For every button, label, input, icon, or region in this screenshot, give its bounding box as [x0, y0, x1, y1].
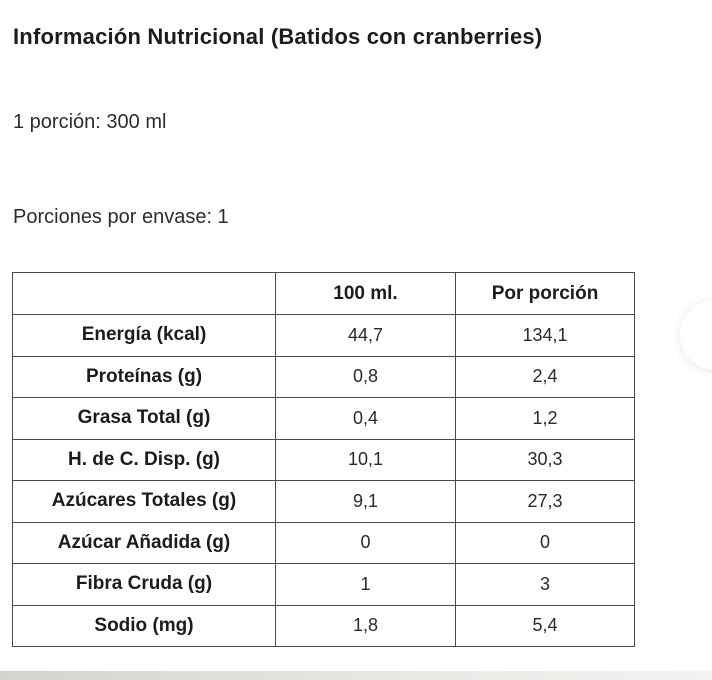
nutrient-label: Grasa Total (g) — [12, 397, 276, 440]
nutrient-label: Proteínas (g) — [12, 355, 276, 398]
nutrient-label: Azúcares Totales (g) — [12, 480, 276, 523]
value-per-portion: 27,3 — [455, 480, 635, 523]
portion-size-text: 1 porción: 300 ml — [13, 111, 167, 133]
value-per-100ml: 1 — [275, 563, 456, 606]
value-per-portion: 0 — [455, 521, 635, 564]
table-row: Azúcares Totales (g) 9,1 27,3 — [12, 480, 635, 523]
value-per-100ml: 10,1 — [275, 438, 456, 481]
table-row: H. de C. Disp. (g) 10,1 30,3 — [12, 438, 635, 481]
value-per-portion: 1,2 — [455, 397, 635, 440]
value-per-portion: 30,3 — [455, 438, 635, 481]
nutrition-facts-table: 100 ml. Por porción Energía (kcal) 44,7 … — [12, 272, 635, 647]
value-per-portion: 3 — [455, 563, 635, 606]
table-row: Azúcar Añadida (g) 0 0 — [12, 521, 635, 564]
table-row: Energía (kcal) 44,7 134,1 — [12, 314, 635, 357]
table-header-row: 100 ml. Por porción — [12, 272, 635, 315]
table-row: Sodio (mg) 1,8 5,4 — [12, 604, 635, 647]
page-title: Información Nutricional (Batidos con cra… — [13, 23, 543, 49]
nutrient-label: Sodio (mg) — [12, 604, 276, 647]
nutrient-label: Azúcar Añadida (g) — [12, 521, 276, 564]
value-per-100ml: 0,8 — [275, 355, 456, 398]
column-header-empty — [12, 272, 276, 315]
value-per-portion: 2,4 — [455, 355, 635, 398]
nutrient-label: Fibra Cruda (g) — [12, 563, 276, 606]
value-per-100ml: 0 — [275, 521, 456, 564]
column-header-per-portion: Por porción — [455, 272, 635, 315]
value-per-100ml: 44,7 — [275, 314, 456, 357]
page-bottom-edge — [0, 671, 712, 680]
table-row: Proteínas (g) 0,8 2,4 — [12, 355, 635, 398]
value-per-portion: 5,4 — [455, 604, 635, 647]
value-per-portion: 134,1 — [455, 314, 635, 357]
value-per-100ml: 9,1 — [275, 480, 456, 523]
value-per-100ml: 1,8 — [275, 604, 456, 647]
value-per-100ml: 0,4 — [275, 397, 456, 440]
column-header-per-100ml: 100 ml. — [275, 272, 456, 315]
nutrient-label: Energía (kcal) — [12, 314, 276, 357]
servings-per-container-text: Porciones por envase: 1 — [13, 206, 229, 228]
floating-button-edge[interactable] — [680, 300, 712, 370]
table-row: Fibra Cruda (g) 1 3 — [12, 563, 635, 606]
nutrient-label: H. de C. Disp. (g) — [12, 438, 276, 481]
table-row: Grasa Total (g) 0,4 1,2 — [12, 397, 635, 440]
